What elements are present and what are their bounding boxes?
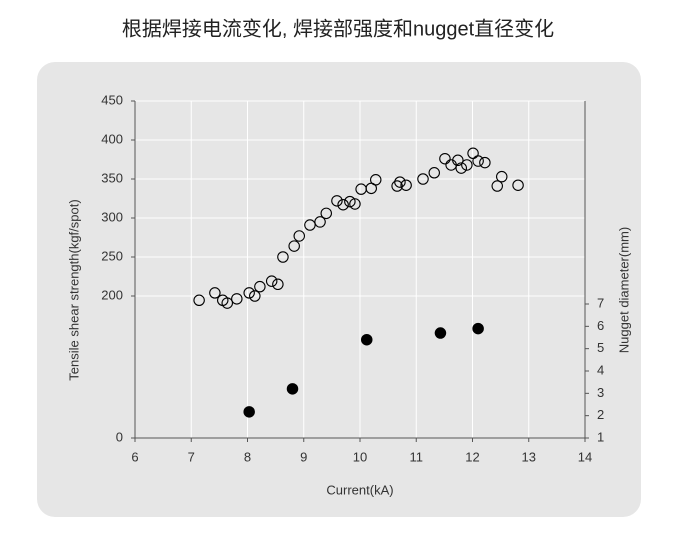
y2-tick-label: 4	[597, 362, 604, 377]
point	[455, 162, 467, 174]
card	[37, 62, 641, 517]
point	[288, 240, 300, 252]
y2-tick-label: 2	[597, 407, 604, 422]
x-tick-label: 7	[188, 449, 195, 464]
point	[344, 195, 356, 208]
point	[304, 219, 316, 231]
x-tick-label: 14	[578, 449, 592, 464]
point	[193, 294, 205, 307]
x-tick-label: 8	[244, 449, 251, 464]
point	[337, 198, 349, 211]
point	[293, 230, 305, 242]
point	[272, 278, 284, 291]
y2-tick-label: 6	[597, 318, 604, 333]
y2-axis-label: Nugget diameter(mm)	[616, 227, 631, 353]
point	[428, 167, 440, 179]
chart-title: 根据焊接电流变化, 焊接部强度和nugget直径变化	[122, 17, 554, 40]
point	[391, 180, 403, 192]
point	[249, 290, 261, 302]
point	[286, 383, 299, 395]
y-tick-label: 250	[101, 248, 123, 263]
point	[349, 198, 361, 210]
point	[254, 280, 266, 293]
point	[209, 287, 221, 299]
y-axis-label: Tensile shear strength(kgf/spot)	[66, 199, 81, 380]
point	[265, 275, 278, 287]
point	[479, 156, 491, 169]
x-tick-label: 12	[465, 449, 479, 464]
x-axis-label: Current(kA)	[326, 482, 393, 497]
point	[277, 251, 289, 263]
x-tick-label: 10	[353, 449, 367, 464]
point	[439, 152, 451, 165]
point	[243, 287, 255, 299]
point	[472, 322, 484, 335]
x-tick-label: 9	[300, 449, 307, 464]
point	[231, 293, 243, 305]
point	[369, 174, 382, 186]
x-tick-label: 11	[410, 449, 424, 464]
x-tick-label: 13	[522, 449, 536, 464]
x-tick-label: 6	[131, 449, 138, 464]
y-tick-label: 300	[101, 209, 123, 224]
y-tick-label: 0	[116, 429, 123, 444]
y2-tick-label: 7	[597, 295, 604, 310]
point	[394, 176, 406, 188]
y-tick-label: 450	[101, 92, 123, 107]
point	[512, 179, 524, 191]
point	[331, 195, 343, 207]
point	[417, 173, 429, 185]
y-tick-label: 400	[101, 131, 123, 146]
grid	[134, 100, 586, 438]
point	[400, 179, 412, 191]
y2-tick-label: 5	[597, 340, 604, 355]
point	[314, 216, 326, 228]
y-tick-label: 350	[101, 170, 123, 185]
point	[452, 154, 464, 167]
point	[360, 333, 373, 346]
y2-tick-label: 1	[597, 429, 604, 444]
y2-tick-label: 3	[597, 385, 604, 400]
point	[495, 170, 508, 183]
point	[243, 406, 255, 418]
point	[472, 155, 484, 167]
point	[434, 327, 447, 339]
point	[491, 180, 503, 192]
point	[221, 297, 234, 309]
point	[320, 207, 332, 220]
y-tick-label: 200	[101, 287, 123, 302]
point	[461, 159, 473, 171]
